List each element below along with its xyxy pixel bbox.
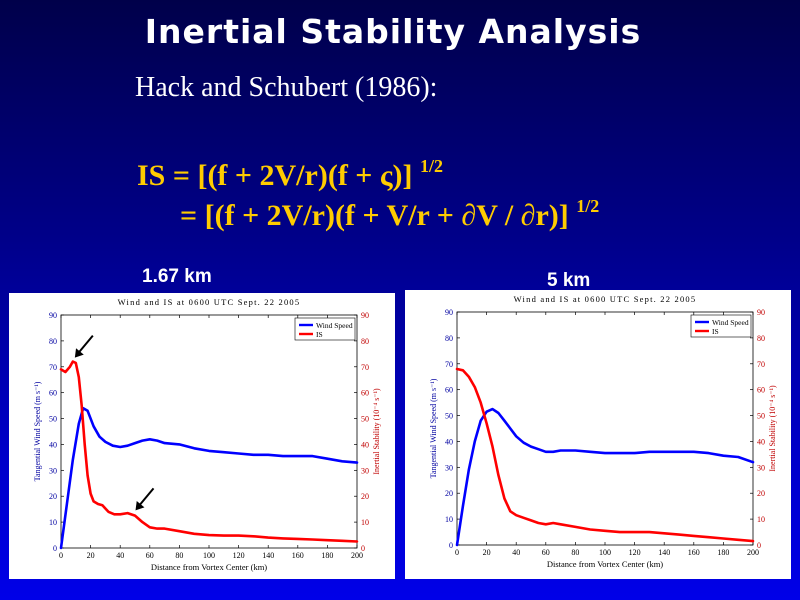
chart-panel-right: Wind and IS at 0600 UTC Sept. 22 2005 0 20… <box>405 290 791 579</box>
y-tick-label: 60 <box>49 389 57 398</box>
y-tick-label: 70 <box>49 363 57 372</box>
y2-tick-label: 20 <box>757 489 765 498</box>
x-tick-label: 80 <box>175 551 183 560</box>
y2-tick-label: 40 <box>361 440 369 449</box>
x-tick-label: 160 <box>688 548 700 557</box>
y2-tick-label: 70 <box>757 360 765 369</box>
y2-tick-label: 70 <box>361 363 369 372</box>
x-tick-label: 0 <box>59 551 63 560</box>
equation-line-1-text: IS = [(f + 2V/r)(f + ς)] <box>137 159 413 192</box>
y-tick-label: 50 <box>445 412 453 421</box>
x-tick-label: 160 <box>292 551 304 560</box>
y2-tick-label: 0 <box>361 544 365 553</box>
equation-line-2-exponent: 1/2 <box>576 196 600 216</box>
y-tick-label: 30 <box>445 463 453 472</box>
annotation-arrow-shaft <box>77 334 94 355</box>
y-tick-label: 30 <box>49 466 57 475</box>
plot-frame <box>60 314 358 549</box>
equation-line-2-text: = [(f + 2V/r)(f + V/r + ∂V / ∂r)] <box>180 199 569 232</box>
y-tick-label: 40 <box>49 440 57 449</box>
y2-tick-label: 0 <box>757 541 761 550</box>
series-line-wind-speed <box>59 406 359 550</box>
equation-line-2: = [(f + 2V/r)(f + V/r + ∂V / ∂r)] 1/2 <box>180 196 600 233</box>
y-tick-label: 20 <box>49 492 57 501</box>
panel-label-left: 1.67 km <box>142 266 212 287</box>
y2-tick-label: 10 <box>757 515 765 524</box>
x-tick-label: 180 <box>717 548 729 557</box>
annotation-arrow-head <box>135 500 145 511</box>
y-tick-label: 90 <box>49 311 57 320</box>
panel-label-right: 5 km <box>547 270 591 291</box>
equation-line-1-exponent: 1/2 <box>420 156 444 176</box>
y2-tick-label: 30 <box>361 466 369 475</box>
x-tick-label: 60 <box>542 548 550 557</box>
x-tick-label: 200 <box>351 551 363 560</box>
y2-tick-label: 60 <box>361 389 369 398</box>
annotation-arrow-head <box>74 348 84 358</box>
chart-panel-left: Wind and IS at 0600 UTC Sept. 22 2005 0 20… <box>9 293 395 579</box>
x-tick-label: 20 <box>483 548 491 557</box>
y-tick-label: 90 <box>445 308 453 317</box>
x-axis-label: Distance from Vortex Center (km) <box>547 559 663 569</box>
y-tick-label: 10 <box>49 518 57 527</box>
equation-line-1: IS = [(f + 2V/r)(f + ς)] 1/2 <box>137 156 444 193</box>
y-tick-label: 10 <box>445 515 453 524</box>
y2-tick-label: 60 <box>757 386 765 395</box>
x-tick-label: 200 <box>747 548 759 557</box>
x-tick-label: 120 <box>629 548 641 557</box>
y2-tick-label: 80 <box>757 334 765 343</box>
y2-tick-label: 30 <box>757 463 765 472</box>
x-tick-label: 140 <box>658 548 670 557</box>
x-tick-label: 100 <box>599 548 611 557</box>
legend-label: Wind Speed <box>316 321 353 330</box>
x-tick-label: 100 <box>203 551 215 560</box>
y2-tick-label: 80 <box>361 337 369 346</box>
y-axis-label: Tangential Wind Speed (m s⁻¹) <box>429 378 438 478</box>
y2-tick-label: 20 <box>361 492 369 501</box>
x-tick-label: 0 <box>455 548 459 557</box>
y2-axis-label: Inertial Stability (10⁻⁴ s⁻¹) <box>372 388 381 475</box>
y-tick-label: 70 <box>445 360 453 369</box>
x-tick-label: 20 <box>87 551 95 560</box>
x-tick-label: 80 <box>571 548 579 557</box>
slide-title: Inertial Stability Analysis <box>144 12 642 51</box>
series-line-is <box>59 360 359 543</box>
y2-tick-label: 40 <box>757 437 765 446</box>
x-tick-label: 40 <box>512 548 520 557</box>
y2-tick-label: 10 <box>361 518 369 527</box>
y2-tick-label: 90 <box>361 311 369 320</box>
series-line-is <box>455 367 755 543</box>
y-tick-label: 0 <box>53 544 57 553</box>
plot-frame <box>456 311 754 546</box>
y2-tick-label: 50 <box>361 415 369 424</box>
x-tick-label: 40 <box>116 551 124 560</box>
x-axis-label: Distance from Vortex Center (km) <box>151 562 267 572</box>
y-tick-label: 60 <box>445 386 453 395</box>
legend-label: IS <box>316 330 323 339</box>
x-tick-label: 60 <box>146 551 154 560</box>
y-axis-label: Tangential Wind Speed (m s⁻¹) <box>33 381 42 481</box>
y-tick-label: 80 <box>49 337 57 346</box>
legend-label: IS <box>712 327 719 336</box>
x-tick-label: 140 <box>262 551 274 560</box>
x-tick-label: 120 <box>233 551 245 560</box>
y-tick-label: 50 <box>49 415 57 424</box>
y2-tick-label: 50 <box>757 412 765 421</box>
y-tick-label: 0 <box>449 541 453 550</box>
chart-title: Wind and IS at 0600 UTC Sept. 22 2005 <box>514 294 697 304</box>
y-tick-label: 80 <box>445 334 453 343</box>
y-tick-label: 40 <box>445 437 453 446</box>
legend-label: Wind Speed <box>712 318 749 327</box>
annotation-arrow-shaft <box>137 487 155 507</box>
y-tick-label: 20 <box>445 489 453 498</box>
chart-title: Wind and IS at 0600 UTC Sept. 22 2005 <box>118 297 301 307</box>
x-tick-label: 180 <box>321 551 333 560</box>
y2-axis-label: Inertial Stability (10⁻⁴ s⁻¹) <box>768 385 777 472</box>
slide-subtitle: Hack and Schubert (1986): <box>135 72 438 103</box>
y2-tick-label: 90 <box>757 308 765 317</box>
series-line-wind-speed <box>455 407 755 547</box>
